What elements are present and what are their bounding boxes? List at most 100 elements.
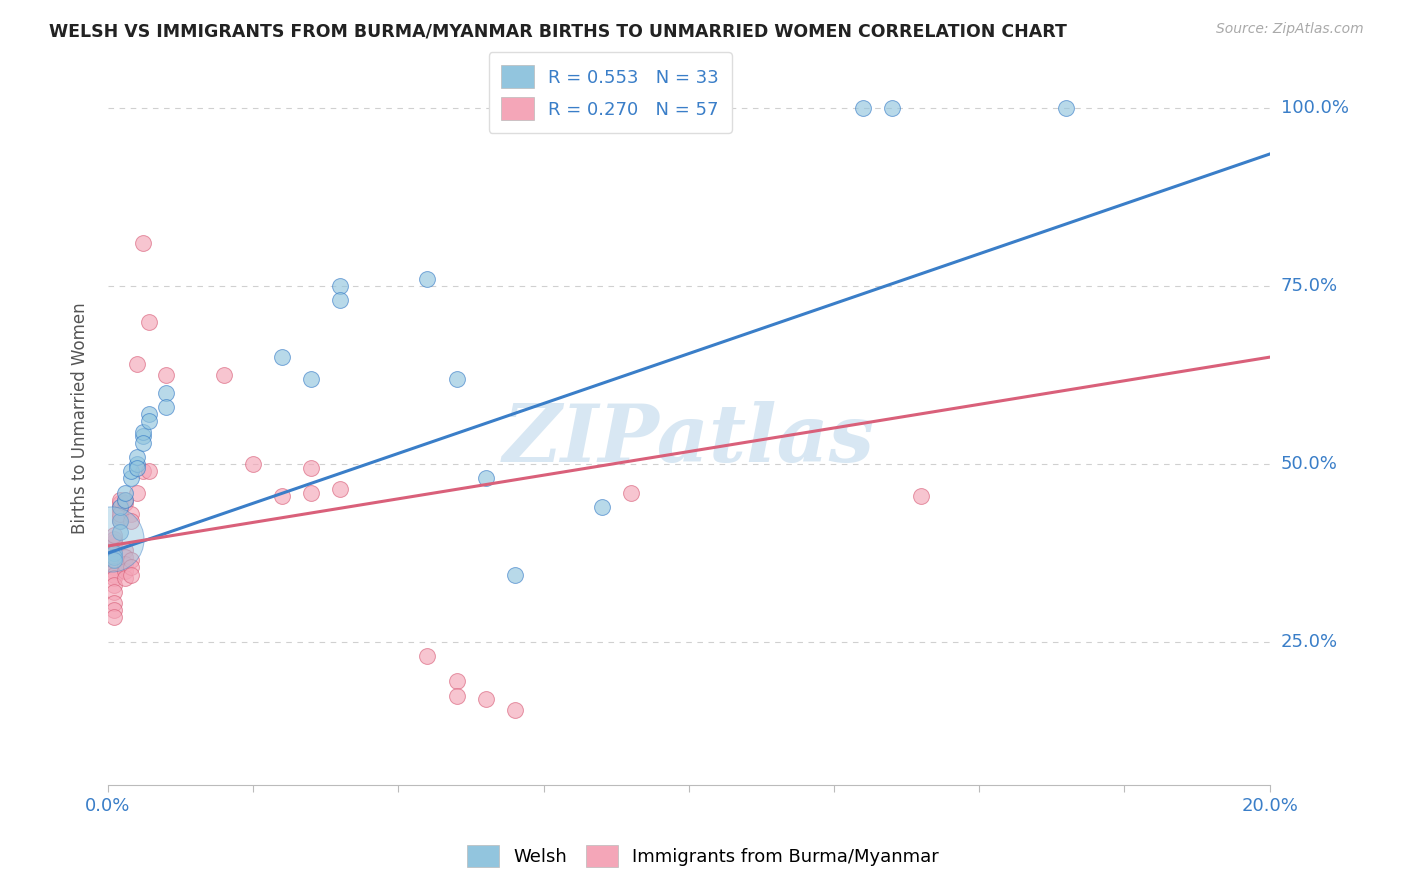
- Point: [416, 649, 439, 664]
- Point: [271, 489, 294, 503]
- Point: [103, 610, 125, 624]
- Point: [114, 485, 136, 500]
- Point: [120, 567, 142, 582]
- Text: ZIPatlas: ZIPatlas: [503, 401, 875, 478]
- Point: [138, 414, 160, 428]
- Point: [132, 464, 155, 478]
- Point: [103, 578, 125, 592]
- Point: [125, 450, 148, 464]
- Point: [103, 539, 125, 553]
- Point: [120, 507, 142, 521]
- Point: [103, 564, 125, 578]
- Point: [103, 603, 125, 617]
- Point: [108, 510, 131, 524]
- Point: [125, 485, 148, 500]
- Point: [103, 532, 125, 546]
- Point: [125, 460, 148, 475]
- Point: [591, 500, 613, 514]
- Y-axis label: Births to Unmarried Women: Births to Unmarried Women: [72, 301, 89, 533]
- Point: [138, 407, 160, 421]
- Point: [120, 471, 142, 485]
- Point: [114, 549, 136, 564]
- Point: [138, 314, 160, 328]
- Point: [103, 553, 125, 567]
- Point: [416, 271, 439, 285]
- Point: [108, 500, 131, 514]
- Point: [212, 368, 235, 382]
- Text: 100.0%: 100.0%: [1281, 99, 1348, 117]
- Point: [299, 460, 322, 475]
- Legend: R = 0.553   N = 33, R = 0.270   N = 57: R = 0.553 N = 33, R = 0.270 N = 57: [489, 53, 731, 133]
- Point: [108, 514, 131, 528]
- Point: [132, 435, 155, 450]
- Point: [103, 542, 125, 557]
- Text: 50.0%: 50.0%: [1281, 455, 1337, 473]
- Point: [242, 457, 264, 471]
- Point: [155, 385, 177, 400]
- Point: [678, 101, 700, 115]
- Point: [503, 567, 526, 582]
- Point: [132, 425, 155, 439]
- Legend: Welsh, Immigrants from Burma/Myanmar: Welsh, Immigrants from Burma/Myanmar: [460, 838, 946, 874]
- Point: [108, 503, 131, 517]
- Point: [329, 293, 352, 307]
- Point: [125, 357, 148, 371]
- Point: [103, 549, 125, 564]
- Point: [103, 549, 125, 564]
- Point: [103, 553, 125, 567]
- Point: [114, 542, 136, 557]
- Point: [678, 101, 700, 115]
- Point: [114, 564, 136, 578]
- Point: [103, 560, 125, 574]
- Point: [299, 485, 322, 500]
- Text: Source: ZipAtlas.com: Source: ZipAtlas.com: [1216, 22, 1364, 37]
- Point: [108, 514, 131, 528]
- Point: [329, 278, 352, 293]
- Point: [103, 567, 125, 582]
- Point: [882, 101, 904, 115]
- Point: [299, 371, 322, 385]
- Point: [474, 471, 496, 485]
- Point: [446, 674, 468, 689]
- Point: [446, 689, 468, 703]
- Point: [503, 703, 526, 717]
- Text: 25.0%: 25.0%: [1281, 633, 1339, 651]
- Point: [103, 528, 125, 542]
- Point: [138, 464, 160, 478]
- Point: [620, 485, 643, 500]
- Point: [120, 464, 142, 478]
- Point: [103, 557, 125, 571]
- Point: [329, 482, 352, 496]
- Point: [108, 500, 131, 514]
- Point: [125, 457, 148, 471]
- Point: [114, 557, 136, 571]
- Point: [103, 546, 125, 560]
- Point: [103, 596, 125, 610]
- Point: [114, 571, 136, 585]
- Text: WELSH VS IMMIGRANTS FROM BURMA/MYANMAR BIRTHS TO UNMARRIED WOMEN CORRELATION CHA: WELSH VS IMMIGRANTS FROM BURMA/MYANMAR B…: [49, 22, 1067, 40]
- Point: [103, 546, 125, 560]
- Point: [155, 400, 177, 414]
- Point: [103, 535, 125, 549]
- Point: [155, 368, 177, 382]
- Point: [114, 492, 136, 507]
- Point: [120, 560, 142, 574]
- Point: [852, 101, 875, 115]
- Point: [108, 524, 131, 539]
- Point: [132, 428, 155, 442]
- Point: [446, 371, 468, 385]
- Point: [108, 492, 131, 507]
- Point: [103, 571, 125, 585]
- Point: [114, 492, 136, 507]
- Point: [132, 236, 155, 251]
- Point: [120, 553, 142, 567]
- Point: [114, 496, 136, 510]
- Point: [1054, 101, 1077, 115]
- Point: [108, 496, 131, 510]
- Point: [100, 532, 122, 546]
- Point: [103, 585, 125, 599]
- Point: [474, 692, 496, 706]
- Point: [120, 514, 142, 528]
- Point: [271, 350, 294, 364]
- Point: [108, 507, 131, 521]
